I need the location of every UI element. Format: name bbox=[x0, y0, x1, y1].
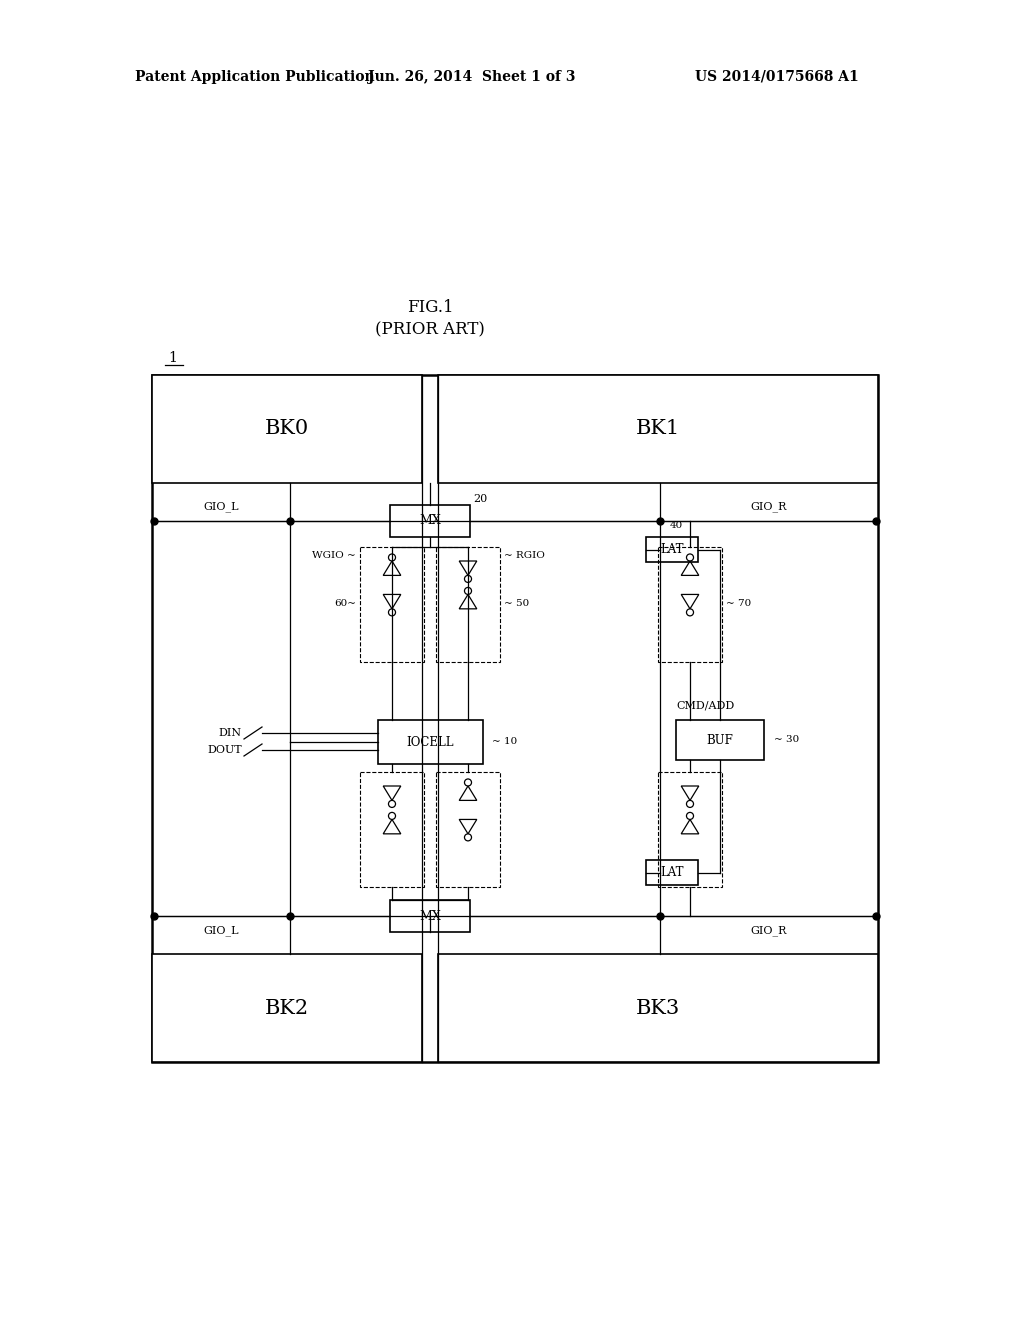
Text: BK1: BK1 bbox=[636, 420, 680, 438]
Text: ~ 10: ~ 10 bbox=[492, 738, 517, 747]
Text: GIO_R: GIO_R bbox=[751, 502, 787, 512]
Text: ~ 50: ~ 50 bbox=[504, 599, 529, 609]
Bar bbox=[438, 375, 878, 483]
Text: MX: MX bbox=[419, 515, 441, 528]
Text: GIO_R: GIO_R bbox=[751, 925, 787, 936]
Text: WGIO ~: WGIO ~ bbox=[312, 550, 356, 560]
Bar bbox=[360, 546, 424, 663]
Text: BK3: BK3 bbox=[636, 998, 680, 1018]
Text: Patent Application Publication: Patent Application Publication bbox=[135, 70, 375, 84]
Text: BUF: BUF bbox=[707, 734, 733, 747]
Bar bbox=[436, 772, 500, 887]
Text: LAT: LAT bbox=[660, 543, 684, 556]
Text: DOUT: DOUT bbox=[208, 744, 242, 755]
Text: GIO_L: GIO_L bbox=[203, 925, 239, 936]
Text: US 2014/0175668 A1: US 2014/0175668 A1 bbox=[695, 70, 859, 84]
Bar bbox=[152, 375, 422, 483]
Bar bbox=[646, 861, 698, 884]
Bar bbox=[390, 900, 470, 932]
Text: IOCELL: IOCELL bbox=[407, 735, 454, 748]
Text: BK0: BK0 bbox=[265, 420, 309, 438]
Text: 1: 1 bbox=[168, 351, 177, 366]
Text: BK2: BK2 bbox=[265, 998, 309, 1018]
Bar bbox=[676, 719, 764, 760]
Bar bbox=[378, 719, 483, 764]
Bar bbox=[152, 375, 878, 1063]
Bar bbox=[658, 546, 722, 663]
Text: ~ 30: ~ 30 bbox=[774, 735, 800, 744]
Text: ~ RGIO: ~ RGIO bbox=[504, 550, 545, 560]
Text: 40: 40 bbox=[670, 520, 683, 529]
Text: 60~: 60~ bbox=[334, 599, 356, 609]
Text: Jun. 26, 2014  Sheet 1 of 3: Jun. 26, 2014 Sheet 1 of 3 bbox=[368, 70, 575, 84]
Bar bbox=[436, 546, 500, 663]
Bar bbox=[152, 954, 422, 1063]
Text: MX: MX bbox=[419, 909, 441, 923]
Bar bbox=[646, 537, 698, 562]
Text: DIN: DIN bbox=[219, 729, 242, 738]
Bar bbox=[390, 506, 470, 537]
Text: (PRIOR ART): (PRIOR ART) bbox=[375, 322, 485, 338]
Text: LAT: LAT bbox=[660, 866, 684, 879]
Text: ~ 70: ~ 70 bbox=[726, 599, 752, 609]
Text: CMD/ADD: CMD/ADD bbox=[676, 701, 734, 711]
Text: 20: 20 bbox=[473, 494, 487, 504]
Bar bbox=[438, 954, 878, 1063]
Text: GIO_L: GIO_L bbox=[203, 502, 239, 512]
Bar bbox=[658, 772, 722, 887]
Text: FIG.1: FIG.1 bbox=[407, 300, 454, 317]
Bar bbox=[360, 772, 424, 887]
